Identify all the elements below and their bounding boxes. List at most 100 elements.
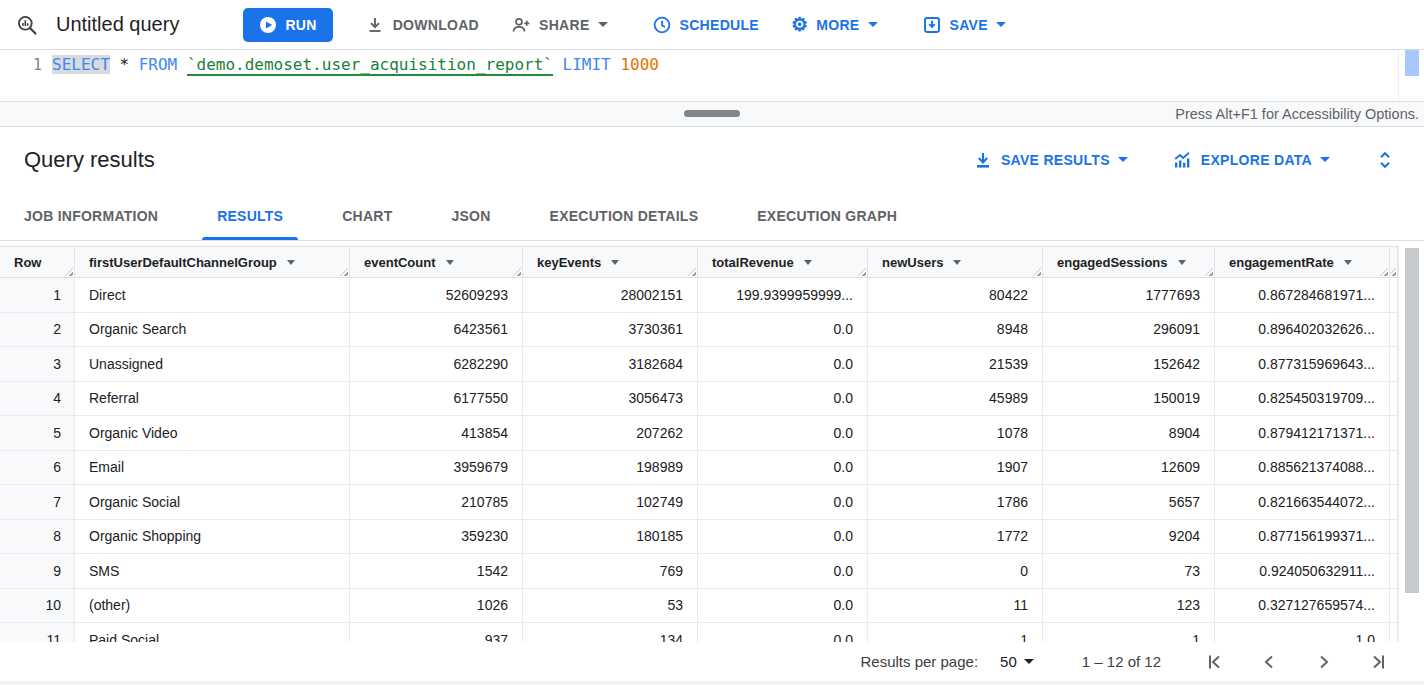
pagination-bar: Results per page: 50 1 – 12 of 12 (0, 642, 1424, 681)
table-cell: 0.0 (698, 313, 868, 348)
column-resize-handle[interactable] (1380, 268, 1388, 276)
tab-chart[interactable]: CHART (327, 192, 407, 240)
column-resize-handle[interactable] (513, 268, 521, 276)
table-row: 2Organic Search642356137303610.089482960… (0, 313, 1398, 348)
table-cell-clipped (1390, 416, 1398, 451)
table-cell: (other) (75, 589, 350, 624)
expand-collapse-button[interactable] (1374, 149, 1396, 171)
table-cell: Organic Shopping (75, 520, 350, 555)
column-resize-handle[interactable] (1205, 268, 1213, 276)
splitter-handle[interactable] (684, 110, 740, 117)
table-cell: 0.877156199371... (1215, 520, 1390, 555)
tab-results[interactable]: RESULTS (202, 192, 298, 240)
column-header-engagedSessions[interactable]: engagedSessions (1043, 247, 1215, 277)
sql-editor[interactable]: 1 SELECT * FROM `demo.demoset.user_acqui… (0, 50, 1424, 101)
column-label: Row (14, 255, 41, 270)
table-cell: Paid Social (75, 623, 350, 642)
save-button[interactable]: SAVE (922, 15, 1006, 35)
column-resize-handle[interactable] (340, 268, 348, 276)
table-cell: 0.821663544072... (1215, 485, 1390, 520)
save-results-button[interactable]: SAVE RESULTS (973, 150, 1128, 170)
sql-token (110, 55, 120, 74)
editor-toolbar: Untitled query RUN DOWNLOAD (0, 0, 1424, 50)
editor-scrollbar-thumb[interactable] (1405, 50, 1419, 76)
results-panel-header: Query results SAVE RESULTS (0, 127, 1424, 192)
table-cell: 0 (868, 554, 1043, 589)
column-label: eventCount (364, 255, 436, 270)
share-button[interactable]: SHARE (511, 15, 608, 35)
table-cell: Direct (75, 278, 350, 313)
table-cell: 937 (350, 623, 523, 642)
tab-execution-graph[interactable]: EXECUTION GRAPH (742, 192, 912, 240)
tab-job-information[interactable]: JOB INFORMATION (9, 192, 173, 240)
column-resize-handle[interactable] (1033, 268, 1041, 276)
column-resize-handle[interactable] (65, 268, 73, 276)
table-cell-clipped (1390, 520, 1398, 555)
schedule-button[interactable]: SCHEDULE (652, 15, 759, 35)
last-page-button[interactable] (1368, 651, 1390, 673)
results-title: Query results (24, 147, 973, 173)
results-tabs: JOB INFORMATION RESULTS CHART JSON EXECUTION… (0, 192, 1424, 241)
table-cell: 3959679 (350, 451, 523, 486)
column-menu-icon[interactable] (446, 260, 454, 265)
table-row: 8Organic Shopping3592301801850.017729204… (0, 520, 1398, 555)
row-number: 7 (0, 485, 75, 520)
chevron-down-icon (1320, 157, 1330, 162)
column-header-Row[interactable]: Row (0, 247, 75, 277)
sql-code[interactable]: SELECT * FROM `demo.demoset.user_acquisi… (52, 50, 659, 101)
sql-token (129, 55, 139, 74)
table-scrollbar-thumb[interactable] (1405, 248, 1419, 593)
column-menu-icon[interactable] (1178, 260, 1186, 265)
table-cell-clipped (1390, 589, 1398, 624)
column-menu-icon[interactable] (953, 260, 961, 265)
explore-data-label: EXPLORE DATA (1201, 152, 1312, 168)
prev-page-icon (1258, 651, 1280, 673)
run-button[interactable]: RUN (243, 8, 332, 42)
query-magnifier-icon (16, 14, 38, 36)
column-header-keyEvents[interactable]: keyEvents (523, 247, 698, 277)
results-table: Row firstUserDefaultChannelGroup eventCoun… (0, 246, 1424, 642)
column-resize-handle[interactable] (1390, 268, 1396, 276)
table-row: 10(other)1026530.0111230.327127659574... (0, 589, 1398, 624)
table-row: 9SMS15427690.00730.924050632911... (0, 554, 1398, 589)
column-menu-icon[interactable] (1344, 260, 1352, 265)
column-resize-handle[interactable] (858, 268, 866, 276)
tab-execution-details[interactable]: EXECUTION DETAILS (535, 192, 714, 240)
column-label: firstUserDefaultChannelGroup (89, 255, 277, 270)
table-cell: 1 (868, 623, 1043, 642)
table-scrollbar[interactable] (1398, 246, 1424, 642)
column-header-newUsers[interactable]: newUsers (868, 247, 1043, 277)
column-menu-icon[interactable] (804, 260, 812, 265)
panel-splitter[interactable]: Press Alt+F1 for Accessibility Options. (0, 101, 1424, 127)
editor-scrollbar[interactable] (1398, 50, 1424, 101)
row-number: 1 (0, 278, 75, 313)
page-size-select[interactable]: 50 (1000, 653, 1034, 670)
first-page-button[interactable] (1203, 651, 1225, 673)
table-cell: 296091 (1043, 313, 1215, 348)
column-resize-handle[interactable] (688, 268, 696, 276)
download-button[interactable]: DOWNLOAD (365, 15, 479, 35)
table-row: 7Organic Social2107851027490.0178656570.… (0, 485, 1398, 520)
column-header-totalRevenue[interactable]: totalRevenue (698, 247, 868, 277)
table-cell: 0.879412171371... (1215, 416, 1390, 451)
save-icon (922, 15, 942, 35)
more-button[interactable]: ⚙ MORE (791, 15, 878, 34)
first-page-icon (1203, 651, 1225, 673)
column-menu-icon[interactable] (287, 260, 295, 265)
tab-json[interactable]: JSON (436, 192, 505, 240)
table-cell: 80422 (868, 278, 1043, 313)
table-cell-clipped (1390, 485, 1398, 520)
run-label: RUN (285, 17, 316, 33)
table-cell: 3182684 (523, 347, 698, 382)
next-page-button[interactable] (1313, 651, 1335, 673)
column-header-eventCount[interactable]: eventCount (350, 247, 523, 277)
prev-page-button[interactable] (1258, 651, 1280, 673)
horizontal-scrollbar-track[interactable] (0, 681, 1424, 685)
column-header-engagementRate[interactable]: engagementRate (1215, 247, 1390, 277)
column-header-firstUserDefaultChannelGroup[interactable]: firstUserDefaultChannelGroup (75, 247, 350, 277)
column-menu-icon[interactable] (611, 260, 619, 265)
table-row: 1Direct5260929328002151199.9399959999...… (0, 278, 1398, 313)
explore-data-button[interactable]: EXPLORE DATA (1172, 150, 1330, 170)
table-cell: 123 (1043, 589, 1215, 624)
table-cell: 5657 (1043, 485, 1215, 520)
